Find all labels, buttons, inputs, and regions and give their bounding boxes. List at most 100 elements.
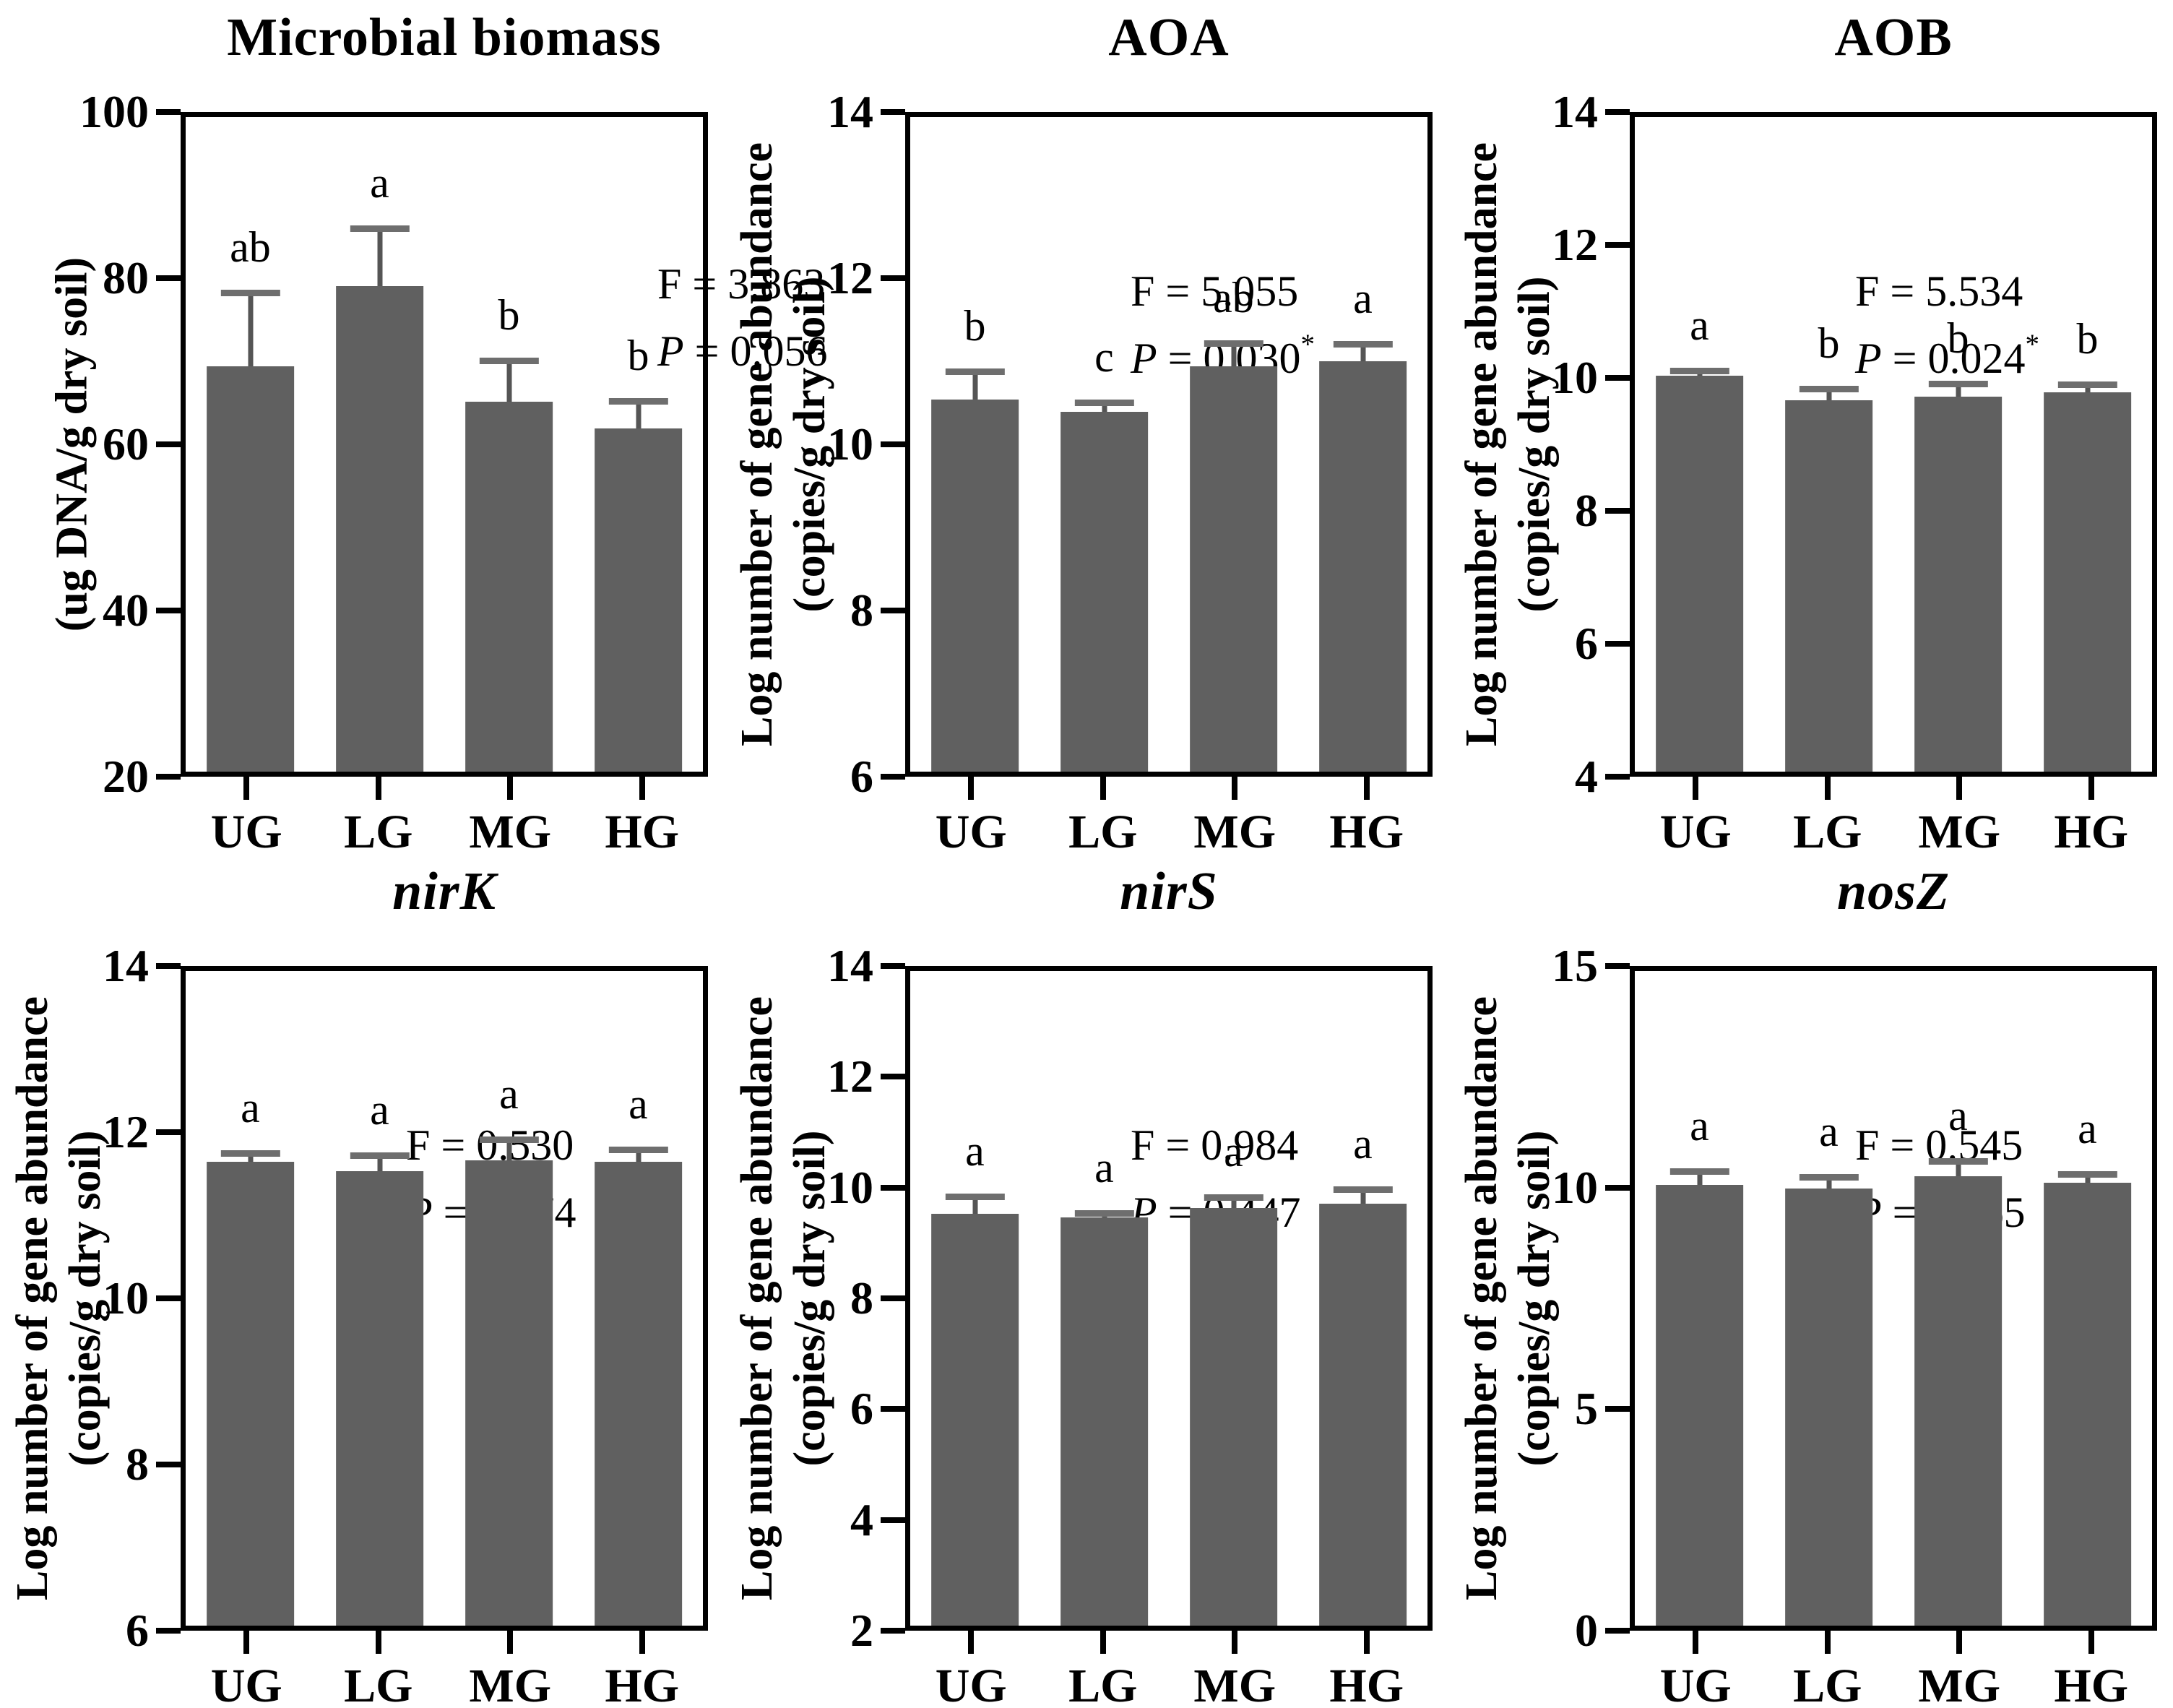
y-axis-label-line: Log number of gene abundance [1456,142,1506,746]
x-axis: UG LG MG HG [1630,1631,2157,1708]
x-axis: UG LG MG HG [181,1631,708,1708]
bar-slot-MG: a [1169,971,1298,1626]
error-bar-stem [1360,344,1365,361]
significance-letter: b [1947,314,1969,362]
error-bar-cap [1799,1174,1859,1181]
y-tick-label: 100 [79,86,149,137]
y-tick [156,774,181,780]
x-label-HG: HG [2054,806,2129,858]
bar-UG [930,1213,1019,1626]
y-tick-label: 8 [1575,485,1598,536]
y-tick [1605,1184,1630,1191]
error-bar-cap [350,1152,410,1159]
y-tick-label: 80 [103,252,149,303]
error-bar-stem [377,1155,382,1172]
y-tick [881,1517,905,1523]
significance-letter: b [964,302,986,350]
chart-title: AOB [1834,8,1953,67]
error-bar-stem [248,293,253,367]
significance-letter: b [1818,319,1840,367]
bar-slot-UG: ab [186,117,315,772]
significance-letter: a [1819,1108,1839,1156]
error-bar-cap [1928,1157,1988,1165]
bar-slot-LG: c [1040,117,1169,772]
f-statistic: F = 5.055 [1131,267,1299,315]
x-label-MG: MG [1918,806,2001,858]
y-tick-label: 40 [103,585,149,636]
bar-slot-MG: b [444,117,574,772]
bar-LG [1060,411,1149,772]
y-tick [156,1628,181,1634]
bar-HG [1318,1204,1407,1626]
y-tick [156,1129,181,1135]
bar-slot-HG: a [1298,117,1427,772]
error-bar-stem [1826,389,1831,401]
error-bar-stem [506,1140,511,1160]
x-tick [1100,1631,1106,1654]
bar-slot-UG: a [910,971,1040,1626]
error-bar-cap [608,398,668,405]
bar-slot-UG: b [910,117,1040,772]
y-axis-label-line: Log number of gene abundance [7,996,57,1600]
y-tick-label: 4 [850,1493,873,1545]
significance-letter: a [1353,1119,1373,1168]
y-tick-label: 10 [827,418,873,470]
x-label-LG: LG [1793,806,1862,858]
x-label-LG: LG [1068,1660,1138,1708]
x-label-LG: LG [344,806,413,858]
error-bar-cap [1669,367,1729,374]
p-symbol: P [657,327,684,375]
error-bar-stem [1956,1161,1961,1176]
bar-MG [465,402,553,772]
p-statistic: P = 0.024* [1855,325,2039,392]
y-axis-label: Log number of gene abundance (copies/g d… [731,142,837,746]
x-tick [1232,1631,1238,1654]
y-axis-label-line: (ug DNA/g dry soil) [47,256,97,632]
bar-MG [1914,396,2003,772]
error-bar-cap [1204,340,1263,347]
error-bar-cap [220,289,280,296]
y-tick-label: 8 [850,585,873,636]
bar-UG [1655,1184,1744,1626]
y-tick-label: 10 [103,1272,149,1324]
bar-slot-MG: ab [1169,117,1298,772]
error-bar-cap [945,1194,1005,1201]
y-axis-label-line: Log number of gene abundance [1456,996,1506,1600]
f-statistic: F = 5.534 [1855,267,2023,315]
y-tick [881,1628,905,1634]
significance-letter: a [370,159,389,207]
x-label-UG: UG [1659,806,1732,858]
error-bar-stem [1956,384,1961,397]
x-tick [1693,1631,1699,1654]
x-tick [1824,777,1831,800]
bar-LG [335,286,424,772]
bar-HG [1318,361,1407,772]
x-tick [2088,777,2094,800]
error-bar-cap [608,1147,668,1154]
bar-slot-LG: a [1040,971,1169,1626]
y-axis-label: Log number of gene abundance (copies/g d… [7,996,112,1600]
significance-letter: a [1094,1143,1114,1191]
x-label-LG: LG [1068,806,1138,858]
x-axis: UG LG MG HG [181,777,708,856]
error-bar-cap [1204,1194,1263,1202]
x-tick [639,1631,645,1654]
y-tick [1605,375,1630,381]
error-bar-cap [479,1136,539,1144]
error-bar-stem [636,1150,641,1162]
plot-box: F = 3.863 P = 0.056 ab a b b [181,112,828,777]
error-bar-stem [972,372,977,400]
y-axis-label-line: Log number of gene abundance [732,142,782,746]
significance-letter: a [1353,274,1373,322]
x-tick [1824,1631,1831,1654]
y-tick-label: 6 [850,751,873,802]
error-bar-cap [1074,1209,1134,1217]
bar-slot-HG: a [2023,971,2152,1626]
y-tick [1605,1406,1630,1412]
y-axis-label: Log number of gene abundance (copies/g d… [1456,996,1561,1600]
bar-LG [1060,1217,1149,1626]
error-bar-cap [1333,340,1393,348]
